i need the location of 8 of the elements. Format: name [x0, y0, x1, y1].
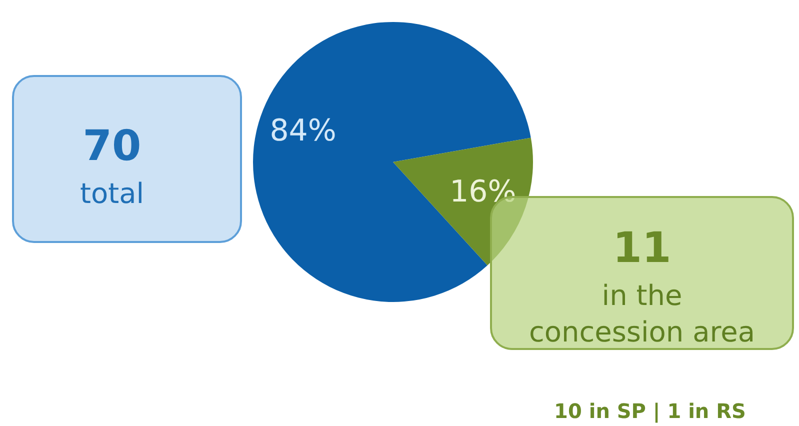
text: 10 in SP | 1 in RS — [554, 399, 746, 423]
data-label: 84% — [270, 113, 336, 148]
data-label: 16% — [450, 174, 516, 210]
pie-slice — [253, 22, 531, 302]
text: 70 — [82, 121, 142, 170]
text: total — [80, 177, 144, 210]
text: in the concession area — [528, 279, 756, 348]
text: 11 — [612, 223, 672, 272]
